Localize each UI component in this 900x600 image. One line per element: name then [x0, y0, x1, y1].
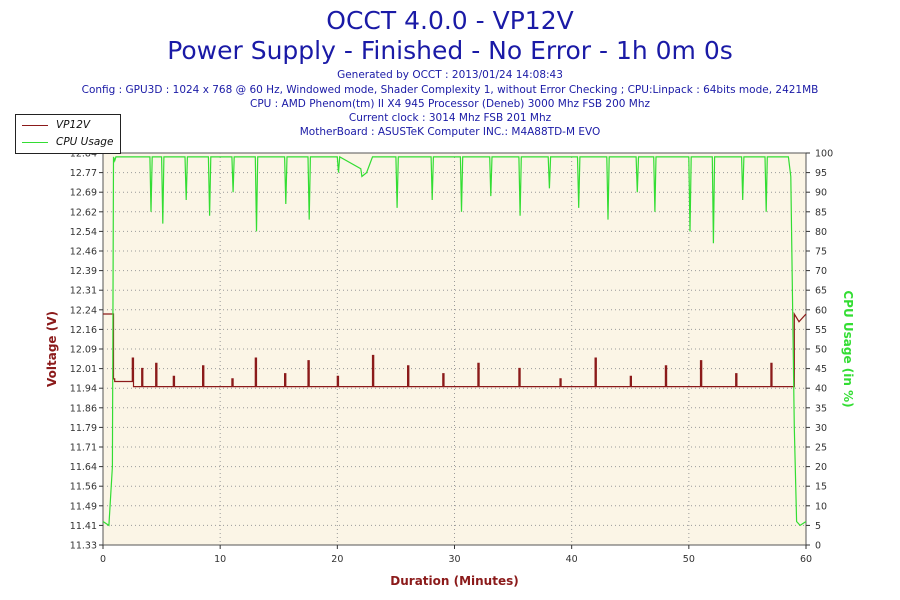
y-tick-label-left: 11.94	[70, 384, 97, 395]
legend-item-cpu-usage: CPU Usage	[22, 134, 113, 150]
y-tick-label-right: 30	[815, 423, 827, 434]
x-tick-label: 60	[800, 554, 812, 565]
info-cpu: CPU : AMD Phenom(tm) II X4 945 Processor…	[249, 98, 651, 110]
y-tick-label-right: 65	[815, 286, 827, 297]
x-tick-label: 50	[683, 554, 695, 565]
y-tick-label-left: 12.84	[70, 149, 97, 160]
y-tick-label-right: 0	[815, 541, 821, 552]
y-tick-label-right: 70	[815, 266, 827, 277]
x-tick-label: 40	[566, 554, 578, 565]
y-tick-label-right: 55	[815, 325, 827, 336]
y-tick-label-left: 12.09	[70, 345, 97, 356]
chart-title: OCCT 4.0.0 - VP12V	[326, 6, 574, 35]
y-tick-label-right: 25	[815, 443, 827, 454]
chart-legend: VP12V CPU Usage	[15, 114, 121, 154]
y-tick-label-left: 12.31	[70, 286, 97, 297]
y-tick-label-left: 12.39	[70, 266, 97, 277]
legend-item-vp12v: VP12V	[22, 117, 90, 133]
y-tick-label-left: 11.41	[70, 521, 97, 532]
y-tick-label-left: 11.79	[70, 423, 97, 434]
y-tick-label-left: 12.01	[70, 364, 97, 375]
vp12v-series-line	[103, 311, 807, 388]
x-tick-label: 30	[448, 554, 460, 565]
x-tick-label: 0	[100, 554, 106, 565]
y-tick-label-left: 11.64	[70, 462, 97, 473]
y-tick-label-left: 11.49	[70, 501, 97, 512]
y-tick-label-right: 10	[815, 501, 827, 512]
x-tick-label: 10	[214, 554, 226, 565]
legend-swatch-cpu-usage	[22, 141, 48, 143]
legend-label-vp12v: VP12V	[56, 119, 91, 131]
y-tick-label-right: 45	[815, 364, 827, 375]
y-tick-label-left: 12.62	[70, 207, 97, 218]
y-tick-label-right: 80	[815, 227, 827, 238]
y-tick-label-left: 11.56	[70, 482, 97, 493]
y-tick-label-left: 12.16	[70, 325, 97, 336]
y-tick-label-left: 12.54	[70, 227, 97, 238]
info-motherboard: MotherBoard : ASUSTeK Computer INC.: M4A…	[299, 126, 601, 138]
y-tick-label-right: 90	[815, 188, 827, 199]
y-tick-label-left: 12.69	[70, 188, 97, 199]
y-tick-label-left: 11.86	[70, 403, 97, 414]
y-tick-label-left: 12.46	[70, 247, 97, 258]
y-axis-label-right: CPU Usage (in %)	[841, 290, 855, 407]
info-generated: Generated by OCCT : 2013/01/24 14:08:43	[337, 69, 563, 81]
y-tick-label-left: 12.24	[70, 305, 97, 316]
cpu-usage-series-line	[102, 155, 807, 527]
legend-swatch-vp12v	[22, 124, 48, 126]
y-tick-label-right: 20	[815, 462, 827, 473]
y-tick-label-right: 40	[815, 384, 827, 395]
y-tick-label-right: 35	[815, 403, 827, 414]
chart-subtitle: Power Supply - Finished - No Error - 1h …	[167, 36, 733, 65]
y-tick-label-right: 5	[815, 521, 821, 532]
x-tick-label: 20	[331, 554, 343, 565]
y-tick-label-right: 75	[815, 247, 827, 258]
y-axis-label-left: Voltage (V)	[45, 311, 59, 387]
y-tick-label-left: 12.77	[70, 168, 97, 179]
info-config: Config : GPU3D : 1024 x 768 @ 60 Hz, Win…	[81, 84, 819, 96]
y-tick-label-right: 50	[815, 345, 827, 356]
y-tick-label-left: 11.33	[70, 541, 97, 552]
x-axis-label: Duration (Minutes)	[390, 574, 518, 588]
y-tick-label-right: 100	[815, 149, 833, 160]
y-tick-label-left: 11.71	[70, 443, 97, 454]
y-tick-label-right: 85	[815, 207, 827, 218]
info-clock: Current clock : 3014 Mhz FSB 201 Mhz	[348, 112, 552, 124]
y-tick-label-right: 15	[815, 482, 827, 493]
y-tick-label-right: 95	[815, 168, 827, 179]
y-tick-label-right: 60	[815, 305, 827, 316]
legend-label-cpu-usage: CPU Usage	[56, 136, 114, 148]
